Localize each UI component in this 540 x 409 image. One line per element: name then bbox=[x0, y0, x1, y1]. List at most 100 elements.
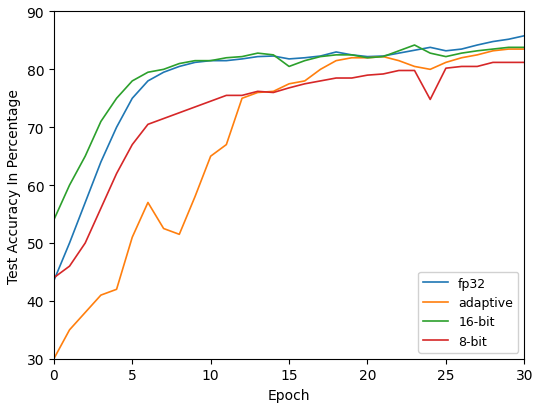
16-bit bbox=[192, 59, 198, 64]
adaptive bbox=[223, 143, 230, 148]
Line: 8-bit: 8-bit bbox=[54, 63, 524, 278]
8-bit bbox=[427, 98, 434, 103]
8-bit bbox=[82, 241, 89, 246]
fp32 bbox=[82, 200, 89, 205]
fp32 bbox=[160, 71, 167, 76]
adaptive bbox=[239, 97, 245, 101]
8-bit bbox=[160, 117, 167, 122]
8-bit bbox=[207, 99, 214, 104]
8-bit bbox=[129, 143, 136, 148]
fp32 bbox=[176, 65, 183, 70]
8-bit bbox=[333, 76, 339, 81]
16-bit bbox=[380, 55, 387, 60]
8-bit bbox=[113, 172, 120, 177]
8-bit bbox=[286, 86, 292, 91]
fp32 bbox=[443, 49, 449, 54]
8-bit bbox=[443, 67, 449, 72]
adaptive bbox=[113, 287, 120, 292]
8-bit bbox=[364, 74, 371, 79]
16-bit bbox=[223, 56, 230, 61]
adaptive bbox=[333, 59, 339, 64]
16-bit bbox=[521, 46, 528, 51]
8-bit bbox=[490, 61, 496, 66]
8-bit bbox=[474, 65, 481, 70]
16-bit bbox=[239, 55, 245, 60]
Line: fp32: fp32 bbox=[54, 37, 524, 281]
adaptive bbox=[254, 91, 261, 96]
fp32 bbox=[411, 49, 418, 54]
fp32 bbox=[458, 47, 465, 52]
adaptive bbox=[458, 56, 465, 61]
8-bit bbox=[270, 91, 276, 96]
16-bit bbox=[301, 59, 308, 64]
fp32 bbox=[317, 54, 323, 59]
fp32 bbox=[239, 57, 245, 62]
8-bit bbox=[521, 61, 528, 66]
adaptive bbox=[176, 232, 183, 237]
16-bit bbox=[254, 52, 261, 56]
fp32 bbox=[51, 279, 57, 283]
fp32 bbox=[223, 59, 230, 64]
8-bit bbox=[301, 82, 308, 87]
adaptive bbox=[396, 59, 402, 64]
16-bit bbox=[270, 53, 276, 58]
8-bit bbox=[254, 90, 261, 94]
fp32 bbox=[66, 241, 73, 246]
adaptive bbox=[380, 55, 387, 60]
adaptive bbox=[505, 47, 512, 52]
8-bit bbox=[411, 69, 418, 74]
adaptive bbox=[490, 49, 496, 54]
fp32 bbox=[129, 97, 136, 101]
16-bit bbox=[51, 218, 57, 223]
X-axis label: Epoch: Epoch bbox=[268, 388, 310, 402]
fp32 bbox=[270, 54, 276, 59]
fp32 bbox=[254, 55, 261, 60]
8-bit bbox=[239, 94, 245, 99]
16-bit bbox=[348, 53, 355, 58]
adaptive bbox=[82, 310, 89, 315]
8-bit bbox=[176, 111, 183, 116]
16-bit bbox=[66, 183, 73, 188]
16-bit bbox=[176, 62, 183, 67]
8-bit bbox=[396, 69, 402, 74]
adaptive bbox=[317, 68, 323, 73]
16-bit bbox=[82, 154, 89, 159]
fp32 bbox=[364, 55, 371, 60]
Line: adaptive: adaptive bbox=[54, 50, 524, 359]
8-bit bbox=[505, 61, 512, 66]
8-bit bbox=[348, 76, 355, 81]
Line: 16-bit: 16-bit bbox=[54, 46, 524, 220]
16-bit bbox=[443, 55, 449, 60]
8-bit bbox=[380, 72, 387, 77]
adaptive bbox=[411, 65, 418, 70]
adaptive bbox=[192, 195, 198, 200]
16-bit bbox=[411, 43, 418, 48]
8-bit bbox=[51, 276, 57, 281]
adaptive bbox=[160, 227, 167, 231]
adaptive bbox=[301, 79, 308, 84]
16-bit bbox=[505, 46, 512, 51]
fp32 bbox=[145, 79, 151, 84]
fp32 bbox=[207, 59, 214, 64]
16-bit bbox=[145, 71, 151, 76]
fp32 bbox=[286, 57, 292, 62]
adaptive bbox=[270, 90, 276, 94]
adaptive bbox=[98, 293, 104, 298]
fp32 bbox=[192, 61, 198, 66]
16-bit bbox=[317, 55, 323, 60]
16-bit bbox=[474, 49, 481, 54]
fp32 bbox=[301, 56, 308, 61]
16-bit bbox=[364, 56, 371, 61]
fp32 bbox=[521, 34, 528, 39]
adaptive bbox=[474, 53, 481, 58]
8-bit bbox=[223, 94, 230, 99]
8-bit bbox=[98, 206, 104, 211]
8-bit bbox=[317, 79, 323, 84]
adaptive bbox=[207, 154, 214, 159]
16-bit bbox=[207, 59, 214, 64]
8-bit bbox=[66, 264, 73, 269]
Legend: fp32, adaptive, 16-bit, 8-bit: fp32, adaptive, 16-bit, 8-bit bbox=[418, 272, 518, 353]
fp32 bbox=[427, 46, 434, 51]
adaptive bbox=[427, 68, 434, 73]
adaptive bbox=[129, 235, 136, 240]
